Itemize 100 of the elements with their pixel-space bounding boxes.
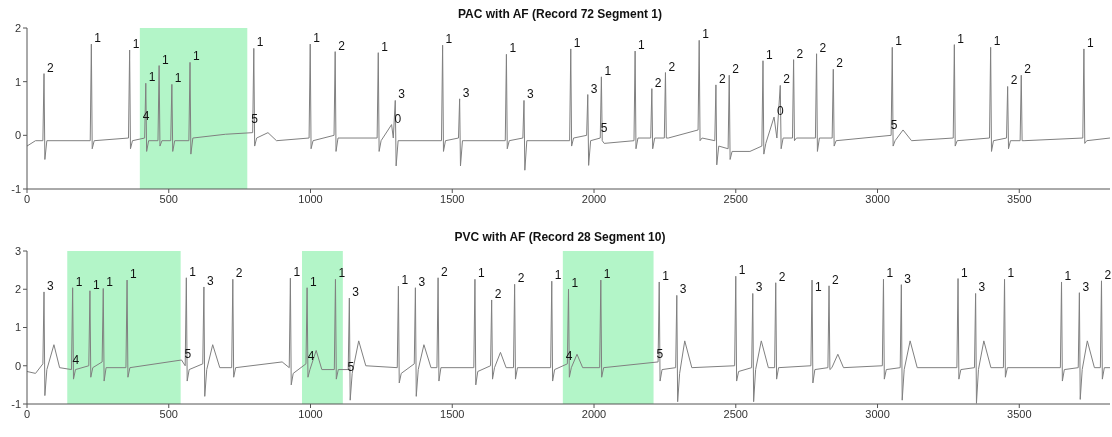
x-tick-label: 2000 [581, 407, 607, 420]
x-tick-label: 2500 [723, 407, 749, 420]
annotation: 1 [815, 280, 823, 295]
annotation: 1 [993, 34, 1001, 49]
annotation: 1 [189, 264, 197, 279]
y-tick-label: 2 [14, 21, 21, 34]
annotation: 1 [604, 63, 612, 78]
y-tick-label: 3 [14, 244, 21, 257]
y-tick-label: 0 [14, 129, 21, 142]
annotation: 2 [1010, 73, 1018, 88]
annotation: 2 [832, 272, 840, 287]
annotation: 1 [256, 35, 264, 50]
annotation: 2 [718, 71, 726, 86]
y-tick-label: -1 [11, 182, 21, 195]
x-tick-label: 3000 [865, 192, 890, 205]
annotation: 1 [662, 268, 670, 283]
annotation: 2 [338, 38, 346, 53]
x-tick-label: 0 [23, 192, 31, 205]
annotation: 3 [679, 282, 687, 297]
annotation: 3 [755, 280, 763, 295]
annotation: 4 [307, 348, 315, 363]
y-tick-label: 1 [14, 75, 21, 88]
annotation: 1 [132, 37, 140, 51]
annotation: 2 [778, 269, 786, 284]
annotation: 1 [957, 31, 965, 46]
annotation: 1 [381, 39, 389, 54]
annotation: 5 [251, 111, 259, 126]
annotation: 1 [886, 266, 894, 281]
annotation: 2 [819, 40, 827, 55]
annotation: 1 [75, 274, 83, 289]
annotation: 0 [777, 104, 785, 119]
annotation: 1 [571, 276, 579, 291]
x-tick-label: 1500 [440, 192, 465, 205]
annotation: 3 [590, 81, 598, 96]
annotation: 2 [517, 271, 525, 286]
annotation: 1 [310, 274, 318, 289]
y-tick-label: 0 [14, 359, 21, 372]
annotation: 3 [206, 273, 214, 288]
annotation: 1 [148, 70, 156, 85]
annotation: 1 [338, 266, 346, 281]
x-tick-label: 500 [159, 192, 178, 205]
annotation: 5 [184, 347, 192, 362]
x-tick-label: 2000 [581, 192, 607, 205]
annotation: 1 [573, 35, 581, 50]
x-tick-label: 3500 [1007, 407, 1032, 420]
annotation: 5 [600, 120, 608, 135]
annotation: 1 [92, 277, 100, 292]
annotation: 3 [462, 85, 470, 100]
annotation: 2 [654, 75, 662, 90]
annotation: 1 [174, 71, 182, 86]
annotation: 3 [978, 280, 986, 295]
annotation: 3 [418, 274, 426, 289]
annotation: 1 [1064, 268, 1072, 283]
annotation: 1 [603, 267, 611, 282]
annotation: 1 [895, 34, 903, 49]
annotation: 1 [638, 38, 646, 53]
annotation: 2 [783, 72, 791, 87]
x-tick-label: 3000 [865, 407, 890, 420]
annotation: 0 [394, 111, 402, 126]
annotation: 1 [106, 275, 114, 290]
x-tick-label: 3500 [1007, 192, 1032, 205]
chart-title: PAC with AF (Record 72 Segment 1) [457, 7, 663, 21]
annotation: 4 [565, 348, 573, 363]
annotation: 1 [293, 265, 301, 280]
annotation: 1 [313, 31, 321, 46]
annotation: 2 [668, 59, 676, 74]
annotation: 5 [890, 117, 898, 132]
annotation: 1 [94, 31, 102, 46]
annotation: 1 [1086, 35, 1094, 50]
annotation: 3 [526, 87, 534, 102]
annotation: 2 [235, 266, 243, 281]
annotation: 2 [796, 46, 804, 61]
annotation: 3 [1082, 279, 1090, 294]
annotation: 2 [732, 62, 740, 77]
annotation: 3 [47, 278, 55, 293]
annotation: 3 [352, 285, 360, 300]
annotation: 2 [441, 264, 449, 279]
annotation: 5 [347, 360, 355, 375]
chart-title: PVC with AF (Record 28 Segment 10) [453, 230, 667, 244]
x-tick-label: 1000 [298, 192, 323, 205]
annotation: 1 [162, 52, 170, 67]
annotation: 1 [738, 263, 746, 278]
annotation: 2 [494, 286, 502, 301]
annotation: 5 [656, 347, 664, 362]
x-tick-label: 1000 [298, 407, 323, 420]
annotation: 1 [702, 27, 710, 42]
annotation: 4 [142, 108, 150, 123]
annotation: 3 [904, 271, 912, 286]
annotation: 1 [445, 32, 453, 47]
annotation: 3 [398, 87, 406, 102]
annotation: 1 [477, 266, 485, 281]
x-tick-label: 500 [159, 407, 178, 420]
annotation: 1 [1007, 266, 1015, 281]
annotation: 2 [836, 56, 844, 71]
y-tick-label: 2 [14, 283, 21, 296]
annotation: 4 [72, 352, 80, 367]
x-tick-label: 2500 [723, 192, 749, 205]
annotation: 1 [130, 267, 138, 282]
y-tick-label: -1 [11, 397, 21, 410]
annotation: 1 [401, 273, 409, 288]
